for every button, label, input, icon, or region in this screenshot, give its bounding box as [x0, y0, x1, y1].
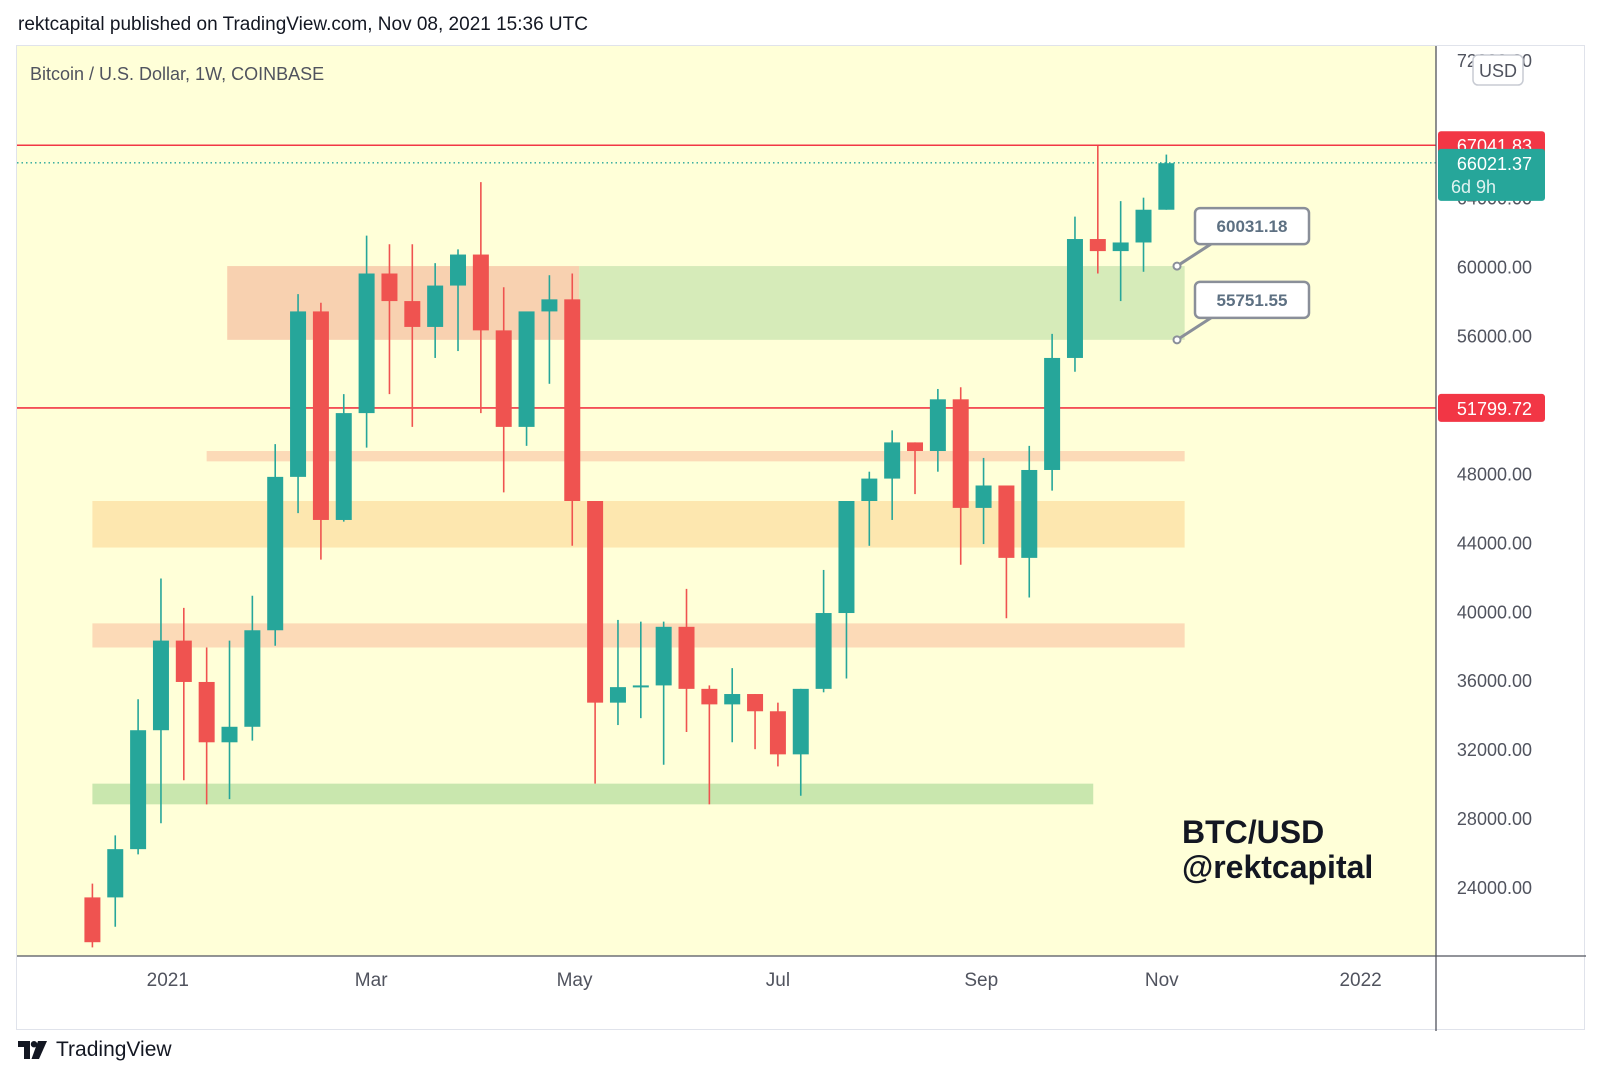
candle-body[interactable]: [678, 626, 695, 689]
y-tick-label: 48000.00: [1457, 464, 1532, 484]
level-price-tag: [1438, 393, 1545, 422]
candle-body[interactable]: [1066, 239, 1083, 358]
candle-body[interactable]: [929, 399, 946, 452]
candle-body[interactable]: [472, 254, 489, 331]
x-tick-label: May: [557, 970, 593, 991]
candle-body[interactable]: [267, 476, 284, 631]
chart-frame: 60031.18 55751.55 BTC/USD @rektcapital Bitco…: [16, 45, 1586, 1031]
candle-body[interactable]: [655, 626, 672, 686]
candle-body[interactable]: [884, 442, 901, 479]
candle-body[interactable]: [701, 688, 718, 705]
candle-body[interactable]: [130, 730, 147, 850]
candle-body[interactable]: [838, 501, 855, 614]
candle-body[interactable]: [244, 630, 261, 727]
candle-body[interactable]: [290, 311, 307, 477]
y-tick-label: 36000.00: [1457, 671, 1532, 691]
candle-body[interactable]: [609, 687, 626, 703]
candle-body[interactable]: [84, 897, 101, 943]
callout-label: 60031.18: [1217, 217, 1288, 236]
y-tick-label: 28000.00: [1457, 809, 1532, 829]
watermark-line: BTC/USD: [1182, 814, 1324, 850]
watermark-line: @rektcapital: [1182, 849, 1373, 885]
candle-body[interactable]: [312, 311, 329, 520]
x-tick-label: Nov: [1145, 970, 1179, 991]
callout-pointer: [1176, 316, 1212, 342]
candle-body[interactable]: [1135, 209, 1152, 243]
candle-body[interactable]: [450, 254, 467, 286]
candle-body[interactable]: [815, 613, 832, 689]
candle-body[interactable]: [152, 640, 169, 731]
x-tick-label: Sep: [964, 970, 998, 991]
y-tick-label: 40000.00: [1457, 602, 1532, 622]
candle-body[interactable]: [427, 285, 444, 327]
callout-label: 55751.55: [1217, 291, 1288, 310]
price-zone: [92, 783, 1094, 805]
bar-countdown-label: 6d 9h: [1451, 177, 1496, 197]
candle-body[interactable]: [495, 330, 512, 427]
candle-body[interactable]: [998, 485, 1015, 558]
tradingview-logo-icon: [18, 1041, 47, 1059]
candle-body[interactable]: [724, 694, 741, 705]
y-tick-label: 32000.00: [1457, 740, 1532, 760]
current-price-label: 66021.37: [1457, 154, 1532, 174]
candle-body[interactable]: [747, 694, 764, 712]
candle-body[interactable]: [541, 299, 558, 312]
callout-anchor: [1172, 335, 1182, 345]
candle-body[interactable]: [975, 485, 992, 508]
candle-body[interactable]: [1044, 357, 1061, 470]
currency-label: USD: [1479, 61, 1517, 81]
tradingview-footer: TradingView: [18, 1038, 172, 1062]
callout-box[interactable]: [1193, 280, 1311, 320]
candle-body[interactable]: [952, 399, 969, 508]
symbol-title: Bitcoin / U.S. Dollar, 1W, COINBASE: [30, 64, 324, 84]
x-tick-label: 2021: [147, 970, 189, 991]
candle-body[interactable]: [1021, 469, 1038, 558]
candle-body[interactable]: [335, 413, 352, 520]
candle-body[interactable]: [907, 442, 924, 452]
tradingview-brand-label: TradingView: [56, 1038, 172, 1061]
candle-body[interactable]: [358, 273, 375, 414]
price-chart[interactable]: 60031.18 55751.55 BTC/USD@rektcapital Bitco…: [17, 46, 1586, 1031]
candle-body[interactable]: [587, 501, 604, 703]
candle-body[interactable]: [518, 311, 535, 427]
candle-body[interactable]: [861, 478, 878, 501]
callout-box[interactable]: [1193, 206, 1311, 246]
callout-anchor: [1172, 261, 1182, 271]
price-zone: [579, 266, 1185, 340]
candle-body[interactable]: [175, 640, 192, 682]
publish-info: rektcapital published on TradingView.com…: [18, 14, 588, 35]
price-zone: [92, 501, 1185, 548]
candle-body[interactable]: [564, 299, 581, 501]
callout-pointer: [1176, 242, 1212, 268]
candle-body[interactable]: [198, 681, 215, 743]
candle-body[interactable]: [1112, 242, 1129, 252]
price-zone: [206, 451, 1185, 462]
candle-body[interactable]: [221, 726, 238, 743]
x-tick-label: 2022: [1339, 970, 1381, 991]
y-tick-label: 44000.00: [1457, 533, 1532, 553]
y-tick-label: 60000.00: [1457, 258, 1532, 278]
candle-body[interactable]: [107, 849, 124, 898]
x-tick-label: Mar: [355, 970, 388, 991]
candle-body[interactable]: [1089, 239, 1106, 252]
level-price-label: 51799.72: [1457, 399, 1532, 419]
candle-body[interactable]: [1158, 163, 1175, 210]
currency-button[interactable]: [1472, 54, 1524, 86]
candle-body[interactable]: [632, 685, 649, 688]
y-tick-label: 24000.00: [1457, 878, 1532, 898]
y-tick-label: 56000.00: [1457, 327, 1532, 347]
candle-body[interactable]: [769, 711, 786, 755]
candle-body[interactable]: [792, 688, 809, 755]
candle-body[interactable]: [404, 301, 421, 327]
candle-body[interactable]: [381, 273, 398, 302]
current-price-tag: [1438, 148, 1545, 201]
x-tick-label: Jul: [766, 970, 790, 991]
